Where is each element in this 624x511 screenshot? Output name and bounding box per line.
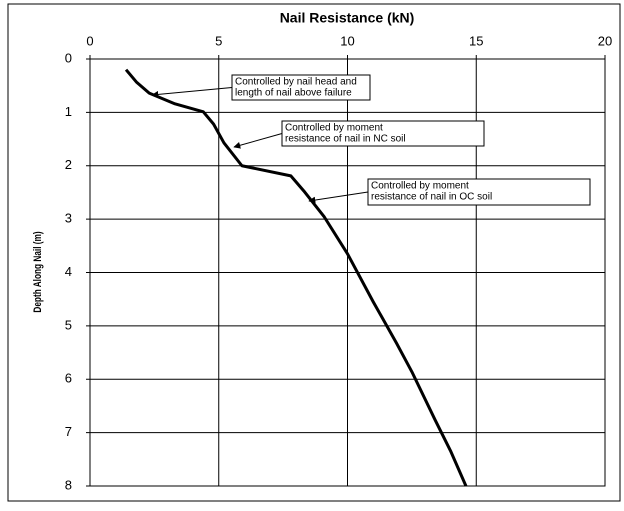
annotation-arrow bbox=[233, 133, 283, 149]
x-tick-label: 20 bbox=[598, 33, 612, 48]
y-tick-label: 1 bbox=[65, 104, 72, 119]
annotation-arrow bbox=[308, 191, 369, 204]
y-tick-label: 0 bbox=[65, 50, 72, 65]
annotation-text: Controlled by moment bbox=[371, 181, 469, 192]
x-tick-label: 5 bbox=[215, 33, 222, 48]
annotation-box bbox=[281, 120, 485, 147]
annotation-text: Controlled by nail head and bbox=[235, 77, 357, 88]
y-tick-label: 8 bbox=[65, 477, 72, 492]
y-tick-label: 7 bbox=[65, 424, 72, 439]
annotation-arrow bbox=[151, 87, 233, 98]
y-tick-label: 3 bbox=[65, 211, 72, 226]
annotation-text: resistance of nail in NC soil bbox=[285, 134, 406, 145]
y-tick-label: 6 bbox=[65, 371, 72, 386]
y-axis-label: Depth Along Nail (m) bbox=[32, 231, 44, 312]
x-tick-label: 15 bbox=[469, 33, 483, 48]
chart-title: Nail Resistance (kN) bbox=[280, 10, 415, 26]
annotation-box bbox=[367, 178, 591, 206]
data-line bbox=[124, 68, 468, 487]
annotation-text: Controlled by moment bbox=[285, 123, 383, 134]
y-tick-label: 4 bbox=[65, 264, 72, 279]
x-tick-label: 10 bbox=[340, 33, 354, 48]
y-tick-label: 5 bbox=[65, 317, 72, 332]
x-tick-label: 0 bbox=[86, 33, 93, 48]
y-tick-label: 2 bbox=[65, 157, 72, 172]
annotation-text: resistance of nail in OC soil bbox=[371, 192, 492, 203]
annotation-text: length of nail above failure bbox=[235, 88, 352, 99]
